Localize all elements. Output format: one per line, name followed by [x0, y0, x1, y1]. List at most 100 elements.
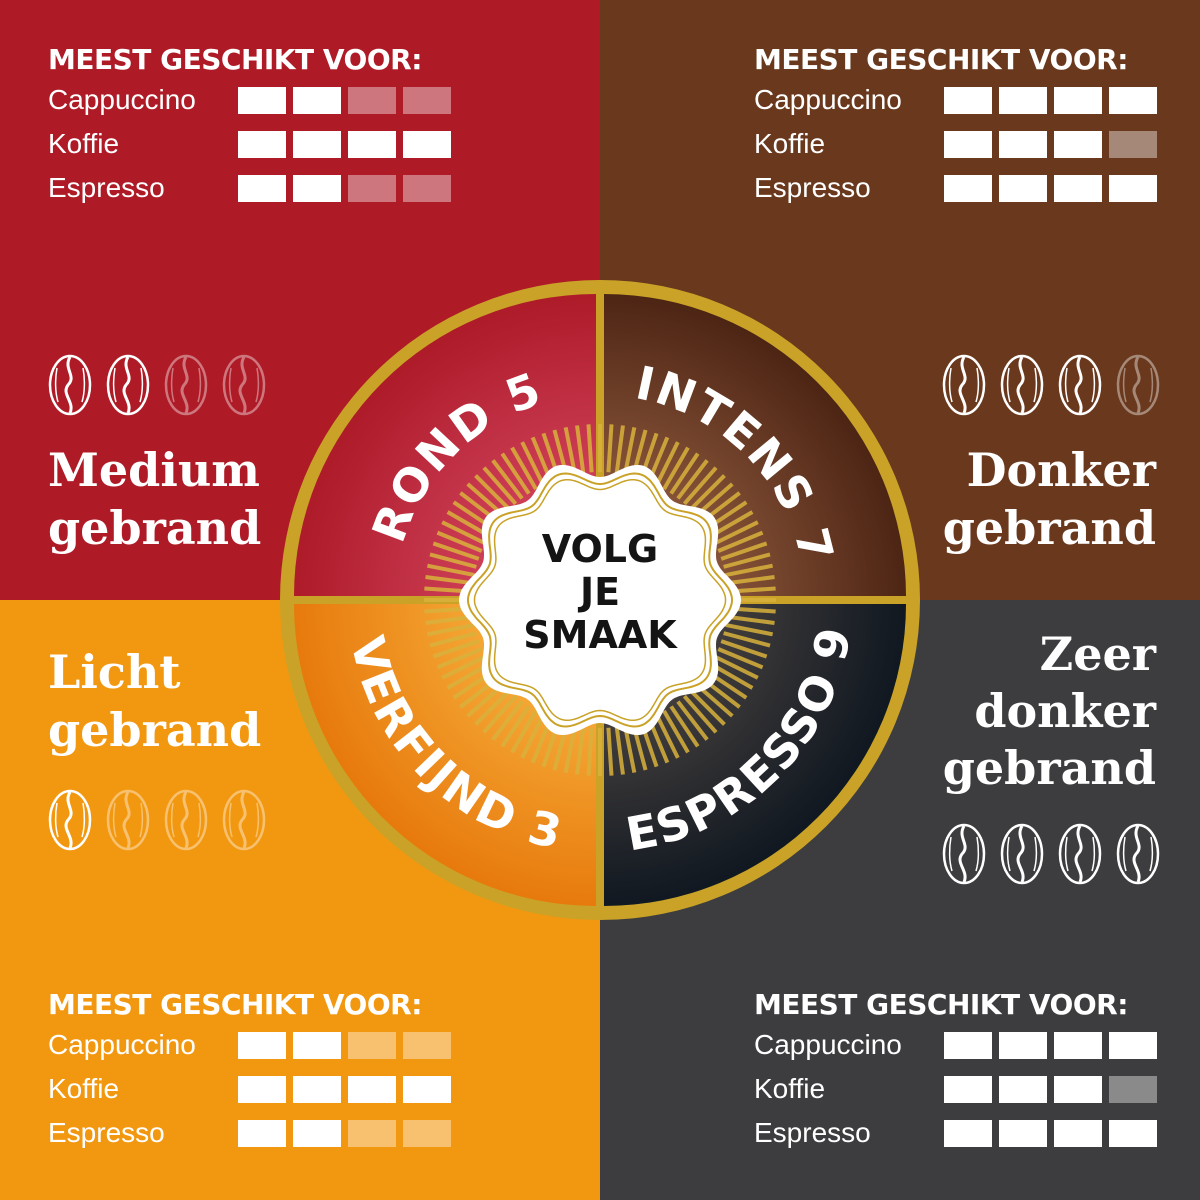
coffee-bean-icon-filled — [106, 354, 150, 416]
sunburst-ray — [720, 639, 768, 659]
rating-block-filled — [293, 174, 341, 202]
rating-block-filled — [293, 1075, 341, 1103]
suitability-label: Espresso — [48, 172, 165, 203]
suitability-row: Cappuccino — [48, 78, 458, 122]
sunburst-ray — [586, 727, 594, 776]
center-title-line: SMAAK — [523, 613, 678, 657]
sunburst-ray — [575, 425, 586, 474]
sunburst-ray — [510, 446, 538, 491]
suitability-panel-espresso: MEEST GESCHIKT VOOR: Cappuccino Koffie Espr… — [754, 987, 1164, 1155]
sunburst-ray — [654, 441, 680, 487]
sunburst-ray — [491, 459, 524, 500]
roast-line: gebrand — [942, 501, 1156, 555]
suitability-title: MEEST GESCHIKT VOOR: — [754, 43, 1128, 76]
suitability-row: Espresso — [48, 166, 458, 210]
suitability-rating — [944, 1031, 1157, 1059]
coffee-bean-icon-filled — [1116, 823, 1160, 885]
sunburst-ray — [689, 474, 726, 511]
sunburst-ray — [720, 541, 768, 561]
rating-block-filled — [238, 1119, 286, 1147]
suitability-title: MEEST GESCHIKT VOOR: — [48, 43, 422, 76]
sunburst-ray — [482, 466, 518, 506]
suitability-row: Espresso — [754, 1111, 1164, 1155]
coffee-bean-icon-filled — [942, 354, 986, 416]
suitability-panel-intens: MEEST GESCHIKT VOOR: Cappuccino Koffie Espr… — [754, 42, 1164, 210]
suitability-rating — [944, 130, 1157, 158]
rating-block-filled — [944, 130, 992, 158]
suitability-label: Cappuccino — [754, 84, 902, 115]
suitability-label: Espresso — [754, 1117, 871, 1148]
sunburst-ray — [676, 700, 709, 741]
sunburst-ray — [606, 727, 614, 776]
coffee-bean-icon-empty — [1116, 354, 1160, 416]
rating-block-filled — [999, 1119, 1047, 1147]
suitability-rating — [944, 86, 1157, 114]
sunburst-ray — [426, 563, 475, 577]
sunburst-ray — [682, 694, 718, 734]
rating-block-filled — [1054, 130, 1102, 158]
sunburst-ray — [723, 552, 771, 569]
rating-block-filled — [1054, 86, 1102, 114]
suitability-label: Koffie — [48, 128, 120, 159]
center-title-line: VOLG — [542, 527, 658, 571]
sunburst-ray — [432, 639, 480, 659]
sunburst-ray — [575, 726, 586, 775]
sunburst-ray — [500, 452, 531, 495]
sunburst-ray — [482, 694, 518, 734]
suitability-rating — [238, 174, 451, 202]
rating-block-filled — [999, 130, 1047, 158]
rating-block-filled — [944, 1119, 992, 1147]
suitability-row: Espresso — [754, 166, 1164, 210]
sunburst-ray — [676, 459, 709, 500]
rating-block-empty — [348, 174, 396, 202]
suitability-rating — [944, 1119, 1157, 1147]
rating-block-empty — [403, 1031, 451, 1059]
sunburst-ray — [662, 446, 690, 491]
coffee-bean-icon-filled — [48, 789, 92, 851]
center-badge-outline — [466, 472, 734, 728]
suitability-panel-rond: MEEST GESCHIKT VOOR: Cappuccino Koffie Espr… — [48, 42, 458, 210]
rating-block-filled — [1109, 174, 1157, 202]
suitability-rating — [238, 1119, 451, 1147]
roast-line: Licht — [48, 645, 181, 699]
bean-intensity-rond — [48, 354, 266, 416]
coffee-bean-icon-empty — [222, 789, 266, 851]
bean-intensity-intens — [942, 354, 1160, 416]
suitability-row: Cappuccino — [754, 1023, 1164, 1067]
suitability-label: Cappuccino — [754, 1029, 902, 1060]
suitability-rating — [944, 174, 1157, 202]
sunburst-ray — [520, 713, 546, 759]
roast-line: donker — [974, 684, 1156, 738]
sunburst-ray — [662, 709, 690, 754]
sunburst-ray — [586, 424, 594, 473]
rating-block-filled — [1109, 86, 1157, 114]
suitability-label: Koffie — [754, 128, 826, 159]
rating-block-filled — [403, 1075, 451, 1103]
suitability-rating — [944, 1075, 1157, 1103]
sunburst-ray — [474, 474, 511, 511]
suitability-row: Koffie — [754, 1067, 1164, 1111]
suitability-rating — [238, 1075, 451, 1103]
coffee-bean-icon-filled — [1058, 354, 1102, 416]
sunburst-ray — [429, 552, 477, 569]
sunburst-ray — [689, 689, 726, 726]
sunburst-ray — [682, 466, 718, 506]
sunburst-ray — [425, 614, 474, 625]
rating-block-filled — [293, 130, 341, 158]
suitability-row: Cappuccino — [48, 1023, 458, 1067]
suitability-label: Koffie — [48, 1073, 120, 1104]
sunburst-ray — [726, 575, 775, 586]
rating-block-empty — [348, 86, 396, 114]
roast-line: gebrand — [48, 703, 262, 757]
rating-block-filled — [999, 1075, 1047, 1103]
sunburst-ray — [725, 623, 774, 637]
suitability-row: Cappuccino — [754, 78, 1164, 122]
coffee-bean-icon-empty — [164, 789, 208, 851]
sunburst-ray — [441, 520, 487, 546]
sunburst-ray — [614, 726, 625, 775]
rating-block-filled — [293, 1119, 341, 1147]
rating-block-filled — [1054, 1031, 1102, 1059]
rating-block-filled — [348, 130, 396, 158]
sunburst-ray — [432, 541, 480, 561]
suitability-label: Espresso — [754, 172, 871, 203]
